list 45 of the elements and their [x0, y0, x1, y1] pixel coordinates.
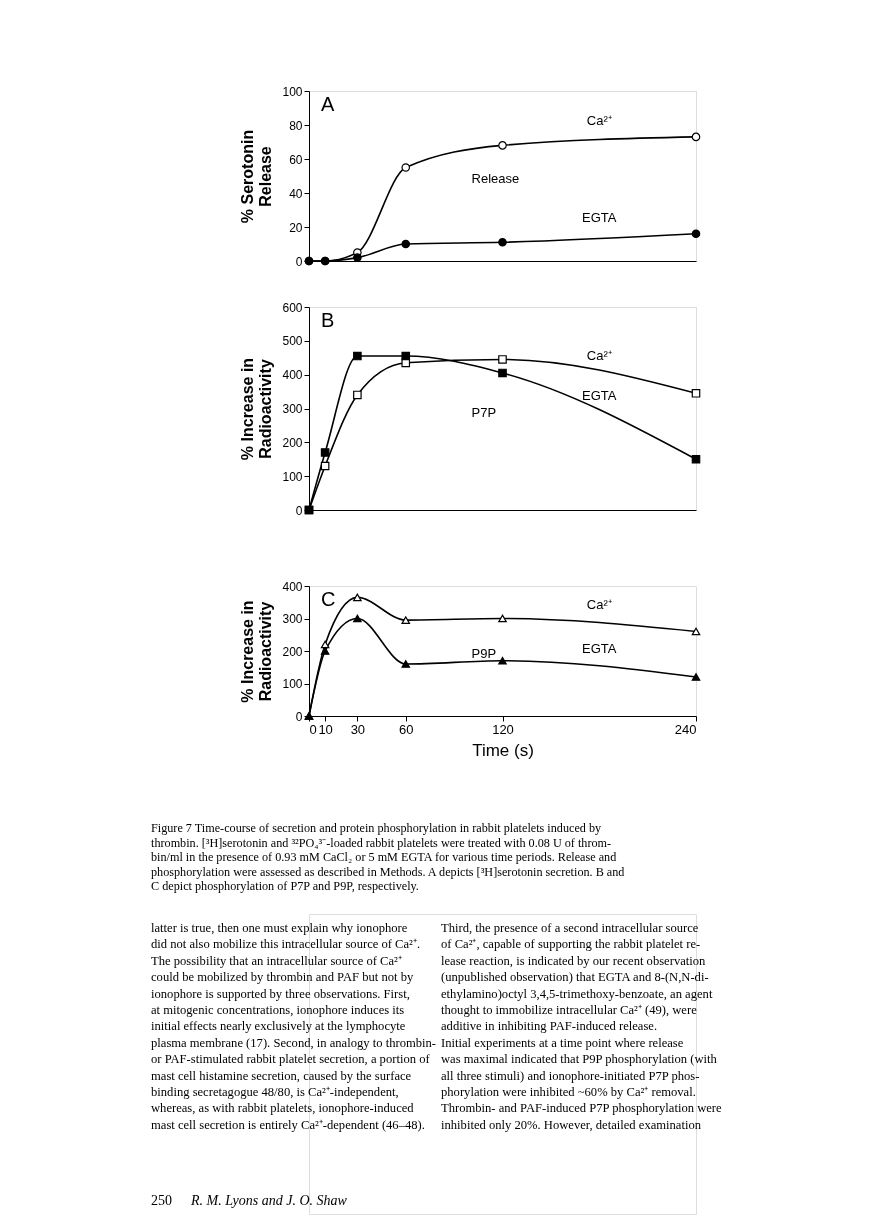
y-tick-label: 200 [282, 644, 303, 659]
y-axis-title: % Increase in Radioactivity [239, 600, 275, 703]
annotation: A [321, 93, 335, 115]
y-tick-label: 20 [289, 220, 303, 235]
y-axis-title: % Serotonin Release [239, 129, 275, 224]
annotation: B [321, 309, 335, 331]
y-tick-label: 40 [289, 186, 303, 201]
series-label: EGTA [582, 210, 617, 226]
y-tick-label: 0 [295, 709, 303, 724]
y-tick-label: 600 [282, 300, 303, 315]
y-tick-label: 100 [282, 84, 303, 99]
annotation: P9P [471, 645, 497, 661]
annotation: Release [471, 171, 520, 187]
y-tick-label: 0 [295, 254, 303, 269]
annotation: C [321, 588, 336, 610]
x-tick-label: 240 [674, 721, 697, 737]
text: Third, the presence of a second intracellular source of Ca²⁺, capable of supporting the rabbit platelet re- lease reaction, is indicated by our recent observation (unpublished observation) that EGTA and 8-(N,N-di- ethylamino)octyl 3,4,5-trimethoxy-benzoate, an agent thought to immobilize intracellular Ca²⁺ (49), were additive in inhibiting PAF-induced release. Initial experiments at a time point where release was maximal indicated that P9P phosphorylation (with all three stimuli) and ionophore-initiated P7P phos- phorylation were inhibited ~60% by Ca²⁺ removal. Thrombin- and PAF-induced P7P phosphorylation were inhibited only 20%. However, detailed examination [441, 921, 722, 1132]
series-label: EGTA [582, 640, 617, 656]
text: 250 [151, 1193, 172, 1208]
y-tick-label: 0 [295, 503, 303, 518]
y-tick-label: 100 [282, 677, 303, 691]
y-tick-label: 400 [282, 579, 303, 594]
y-tick-label: 60 [289, 152, 303, 167]
text: R. M. Lyons and J. O. Shaw [190, 1193, 348, 1208]
series-label: EGTA [582, 388, 617, 404]
y-tick-label: 200 [282, 435, 303, 450]
text: latter is true, then one must explain why ionophore did not also mobilize this intracellular source of Ca²⁺. The possibility that an intracellular source of Ca²⁺ could be mobilized by thrombin and PAF but not by ionophore is supported by three observations. First, at mitogenic concentrations, ionophore induces its initial effects nearly exclusively at the lymphocyte plasma membrane (17). Second, in analogy to thrombin- or PAF-stimulated rabbit platelet secretion, a portion of mast cell histamine secretion, caused by the surface binding secretagogue 48/80, is Ca²⁺-independent, whereas, as with rabbit platelets, ionophore-induced mast cell secretion is entirely Ca²⁺-dependent (46–48). [151, 921, 437, 1132]
y-tick-label: 500 [282, 334, 303, 349]
series-label: Ca²⁺ [586, 348, 612, 364]
annotation: P7P [471, 404, 497, 420]
x-tick-label: 60 [399, 721, 414, 737]
y-tick-label: 300 [282, 402, 303, 416]
caption: Figure 7 Time-course of secretion and protein phosphorylation in rabbit platelets induced by thrombin. [³H]serotonin and ³²PO₄³⁻-loaded rabbit platelets were treated with 0.08 U of throm- bin/ml in the presence of 0.93 mM CaCl₂ or 5 mM EGTA for various time periods. Release and phosphorylation were assessed as described in Methods. A depicts [³H]serotonin secretion. B and C depict phosphorylation of P7P and P9P, respectively. [151, 821, 625, 894]
x-axis-title: Time (s) [472, 740, 534, 760]
y-axis-title: % Increase in Radioactivity [239, 357, 275, 461]
y-tick-label: 80 [289, 118, 303, 133]
x-tick-label: 30 [350, 721, 366, 737]
y-tick-label: 100 [282, 469, 303, 484]
y-tick-label: 400 [282, 368, 303, 383]
series-label: Ca²⁺ [586, 597, 612, 612]
x-tick-label: 0 [309, 721, 317, 737]
y-tick-label: 300 [282, 612, 303, 626]
x-tick-label: 120 [492, 721, 514, 737]
x-tick-label: 10 [318, 721, 333, 737]
series-label: Ca²⁺ [586, 113, 612, 129]
